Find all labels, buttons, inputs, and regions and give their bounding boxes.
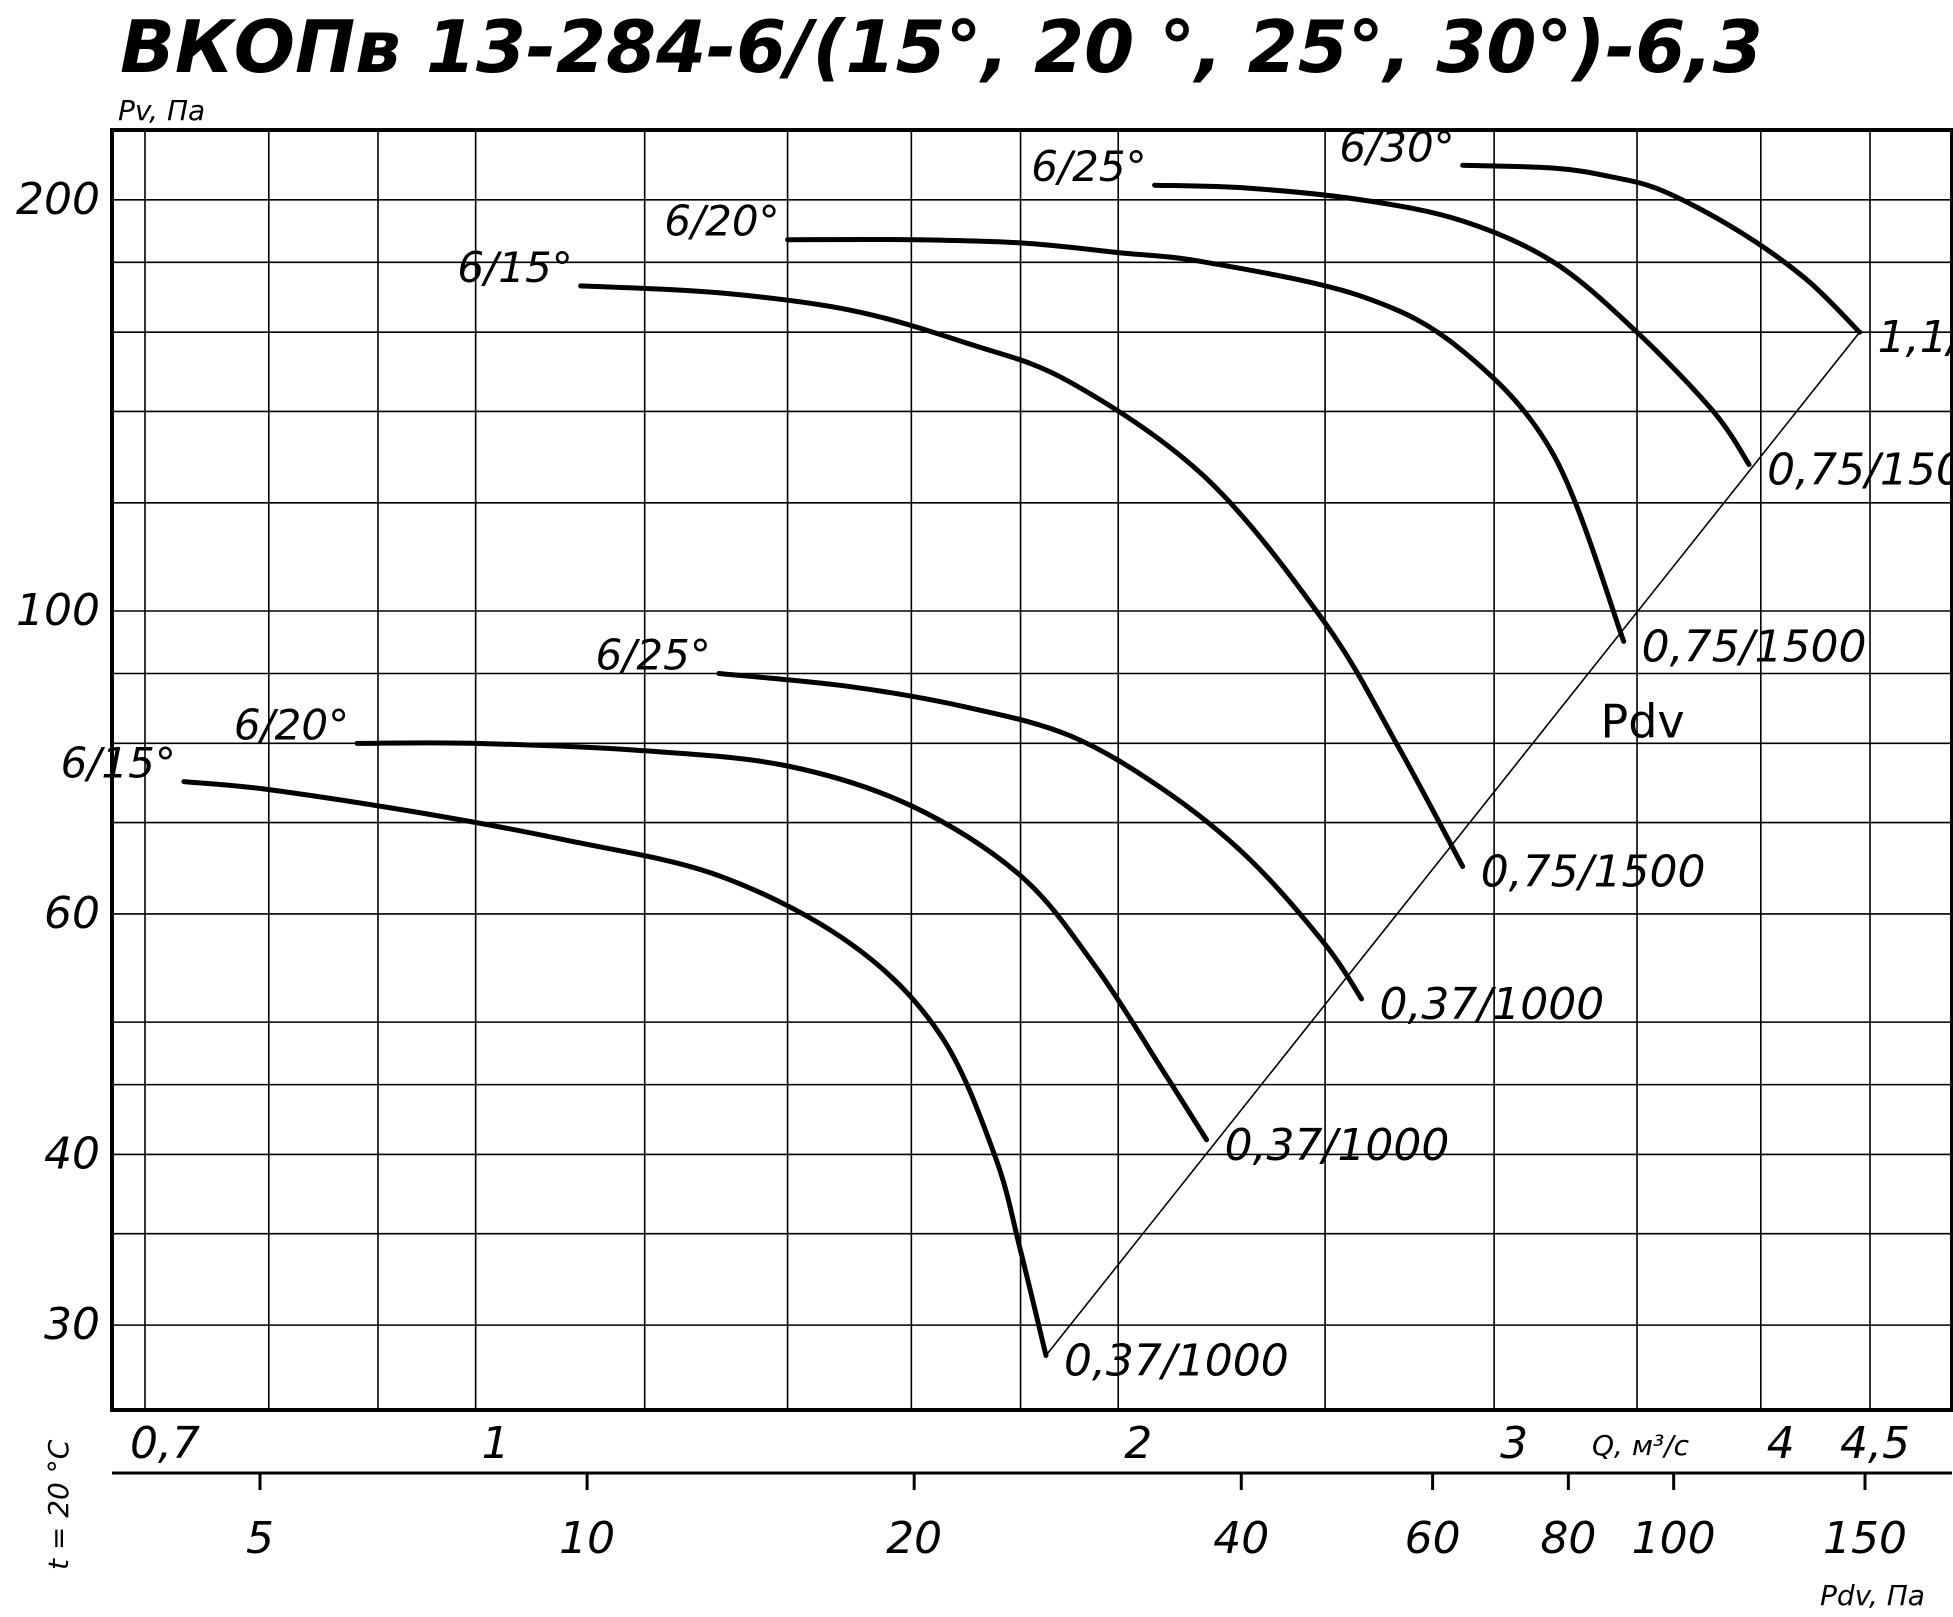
y-tick-label: 200 [16,174,100,225]
pdv-scale-label: 100 [1632,1513,1716,1564]
y-tick-labels: 30 40 60 100 200 [16,174,100,1350]
pdv-line-label: Pdv [1600,695,1684,749]
x-tick-label: 4,5 [1840,1418,1910,1469]
curve-end-label: 0,75/1500 [1481,847,1706,898]
curve-start-label: 6/25° [596,630,711,679]
x-tick-labels: 0,7 1 2 3 4 4,5 [130,1418,1910,1469]
fan-curves: 6/15° 0,37/1000 6/20° 0,37/1000 6/25° 0,37/10… [61,122,1953,1386]
curve-start-label: 6/20° [234,700,349,749]
curve-end-label: 0,75/1500 [1642,621,1867,672]
y-tick-label: 60 [44,888,100,939]
curve-end-label: 1,1/1500 [1878,312,1953,363]
curve-series [785,236,1627,644]
curve-series [1460,162,1863,335]
pdv-scale-label: 80 [1540,1513,1596,1564]
plot-frame [110,128,1953,1412]
curve-series [1152,182,1752,468]
pdv-scale-label: 40 [1213,1513,1269,1564]
temperature-note: t = 20 °C [42,1439,75,1570]
x-tick-label: 4 [1767,1418,1795,1469]
curve-start-label: 6/25° [1031,142,1146,191]
y-tick-label: 40 [44,1128,100,1179]
y-axis-label: Pv, Па [118,94,205,127]
x-tick-label: 2 [1124,1418,1152,1469]
curve-end-label: 0,37/1000 [1064,1336,1289,1387]
x-axis-label: Q, м³/с [1592,1429,1690,1462]
curve-end-label: 0,75/1500 [1767,445,1953,496]
y-tick-label: 30 [44,1299,100,1350]
pdv-axis-label: Pdv, Па [1820,1579,1925,1612]
curve-start-label: 6/30° [1339,122,1454,171]
pdv-scale-label: 60 [1405,1513,1461,1564]
curve-series [354,740,1210,1143]
pdv-scale-label: 5 [246,1513,274,1564]
curve-series [181,779,1049,1358]
curve-start-label: 6/15° [457,243,572,292]
curve-start-label: 6/15° [61,739,176,788]
pdv-reference-line: Pdv [1045,331,1861,1357]
x-tick-label: 3 [1500,1418,1528,1469]
y-tick-label: 100 [16,585,100,636]
curve-start-label: 6/20° [664,197,779,246]
x-tick-label: 1 [482,1418,510,1469]
pdv-scale: 5 10 20 40 60 80 100 150 [112,1471,1952,1564]
curve-end-label: 0,37/1000 [1225,1120,1450,1171]
grid [112,130,1952,1410]
x-tick-label: 0,7 [130,1418,200,1469]
curve-series [716,671,1364,1002]
pdv-scale-label: 10 [559,1513,615,1564]
curve-series [578,283,1466,869]
pdv-scale-label: 150 [1823,1513,1907,1564]
chart-title: ВКОПв 13-284-6/(15°, 20 °, 25°, 30°)-6,3 [120,5,1763,89]
curve-end-label: 0,37/1000 [1379,979,1604,1030]
pdv-scale-label: 20 [886,1513,942,1564]
